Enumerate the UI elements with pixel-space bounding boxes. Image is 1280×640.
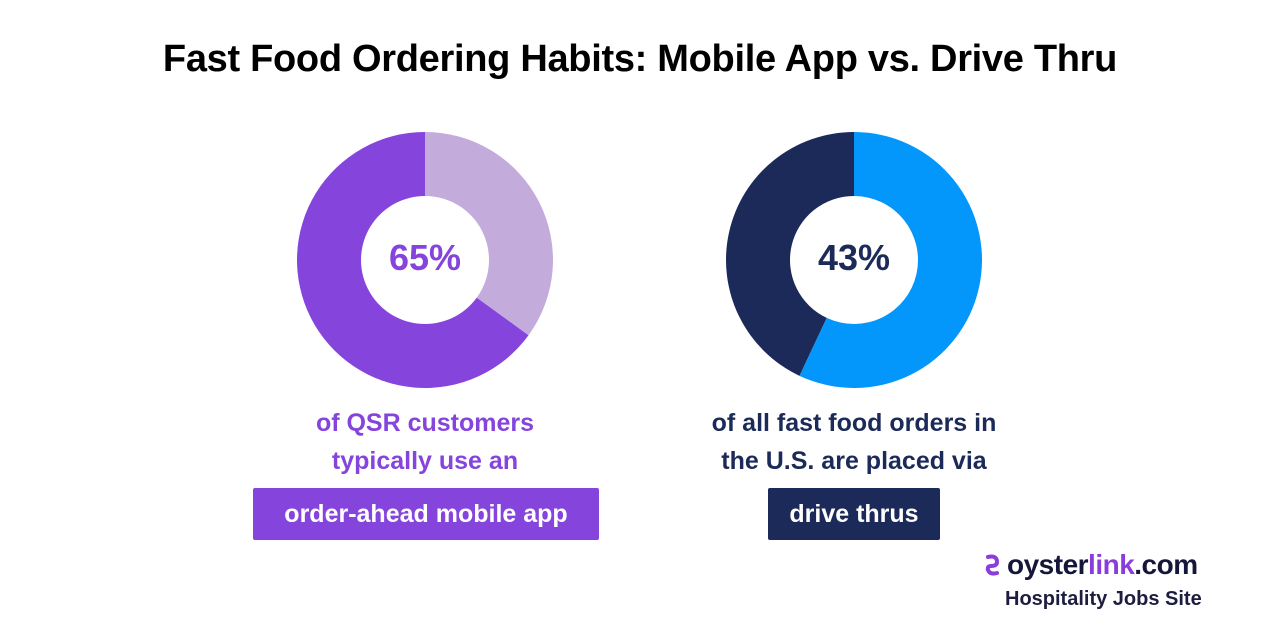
caption-line: the U.S. are placed via (721, 447, 987, 475)
mobile-app-caption: of QSR customers typically use an (215, 404, 635, 480)
mobile-app-donut (296, 132, 553, 388)
caption-line: of all fast food orders in (711, 409, 997, 437)
brand-name-row: oysterlink.com (985, 548, 1245, 582)
drive-thru-highlight: drive thrus (768, 488, 940, 540)
mobile-app-slice (296, 132, 529, 388)
mobile-app-highlight: order-ahead mobile app (253, 488, 599, 540)
brand-name-accent: link (1088, 549, 1135, 580)
drive-thru-percent: 43% (817, 237, 891, 278)
brand-name-start: oyster (1007, 549, 1089, 580)
brand-name-end: .com (1134, 549, 1198, 580)
caption-line: typically use an (331, 447, 519, 475)
oyster-swirl-icon (985, 554, 1000, 576)
mobile-app-percent: 65% (388, 237, 462, 278)
drive-thru-remainder-slice (799, 132, 982, 388)
brand-name: oysterlink.com (1007, 549, 1198, 581)
caption-line: of QSR customers (315, 409, 535, 437)
other-slice (425, 132, 553, 336)
drive-thru-slice (726, 132, 854, 376)
brand-tagline: Hospitality Jobs Site (1005, 588, 1202, 610)
chart-title: Fast Food Ordering Habits: Mobile App vs… (162, 38, 1118, 80)
brand-logo: oysterlink.com Hospitality Jobs Site (985, 548, 1245, 611)
drive-thru-donut (726, 132, 982, 388)
drive-thru-panel: 43% of all fast food orders in the U.S. … (644, 128, 1064, 548)
drive-thru-caption: of all fast food orders in the U.S. are … (644, 404, 1064, 480)
mobile-app-panel: 65% of QSR customers typically use an or… (215, 128, 635, 548)
